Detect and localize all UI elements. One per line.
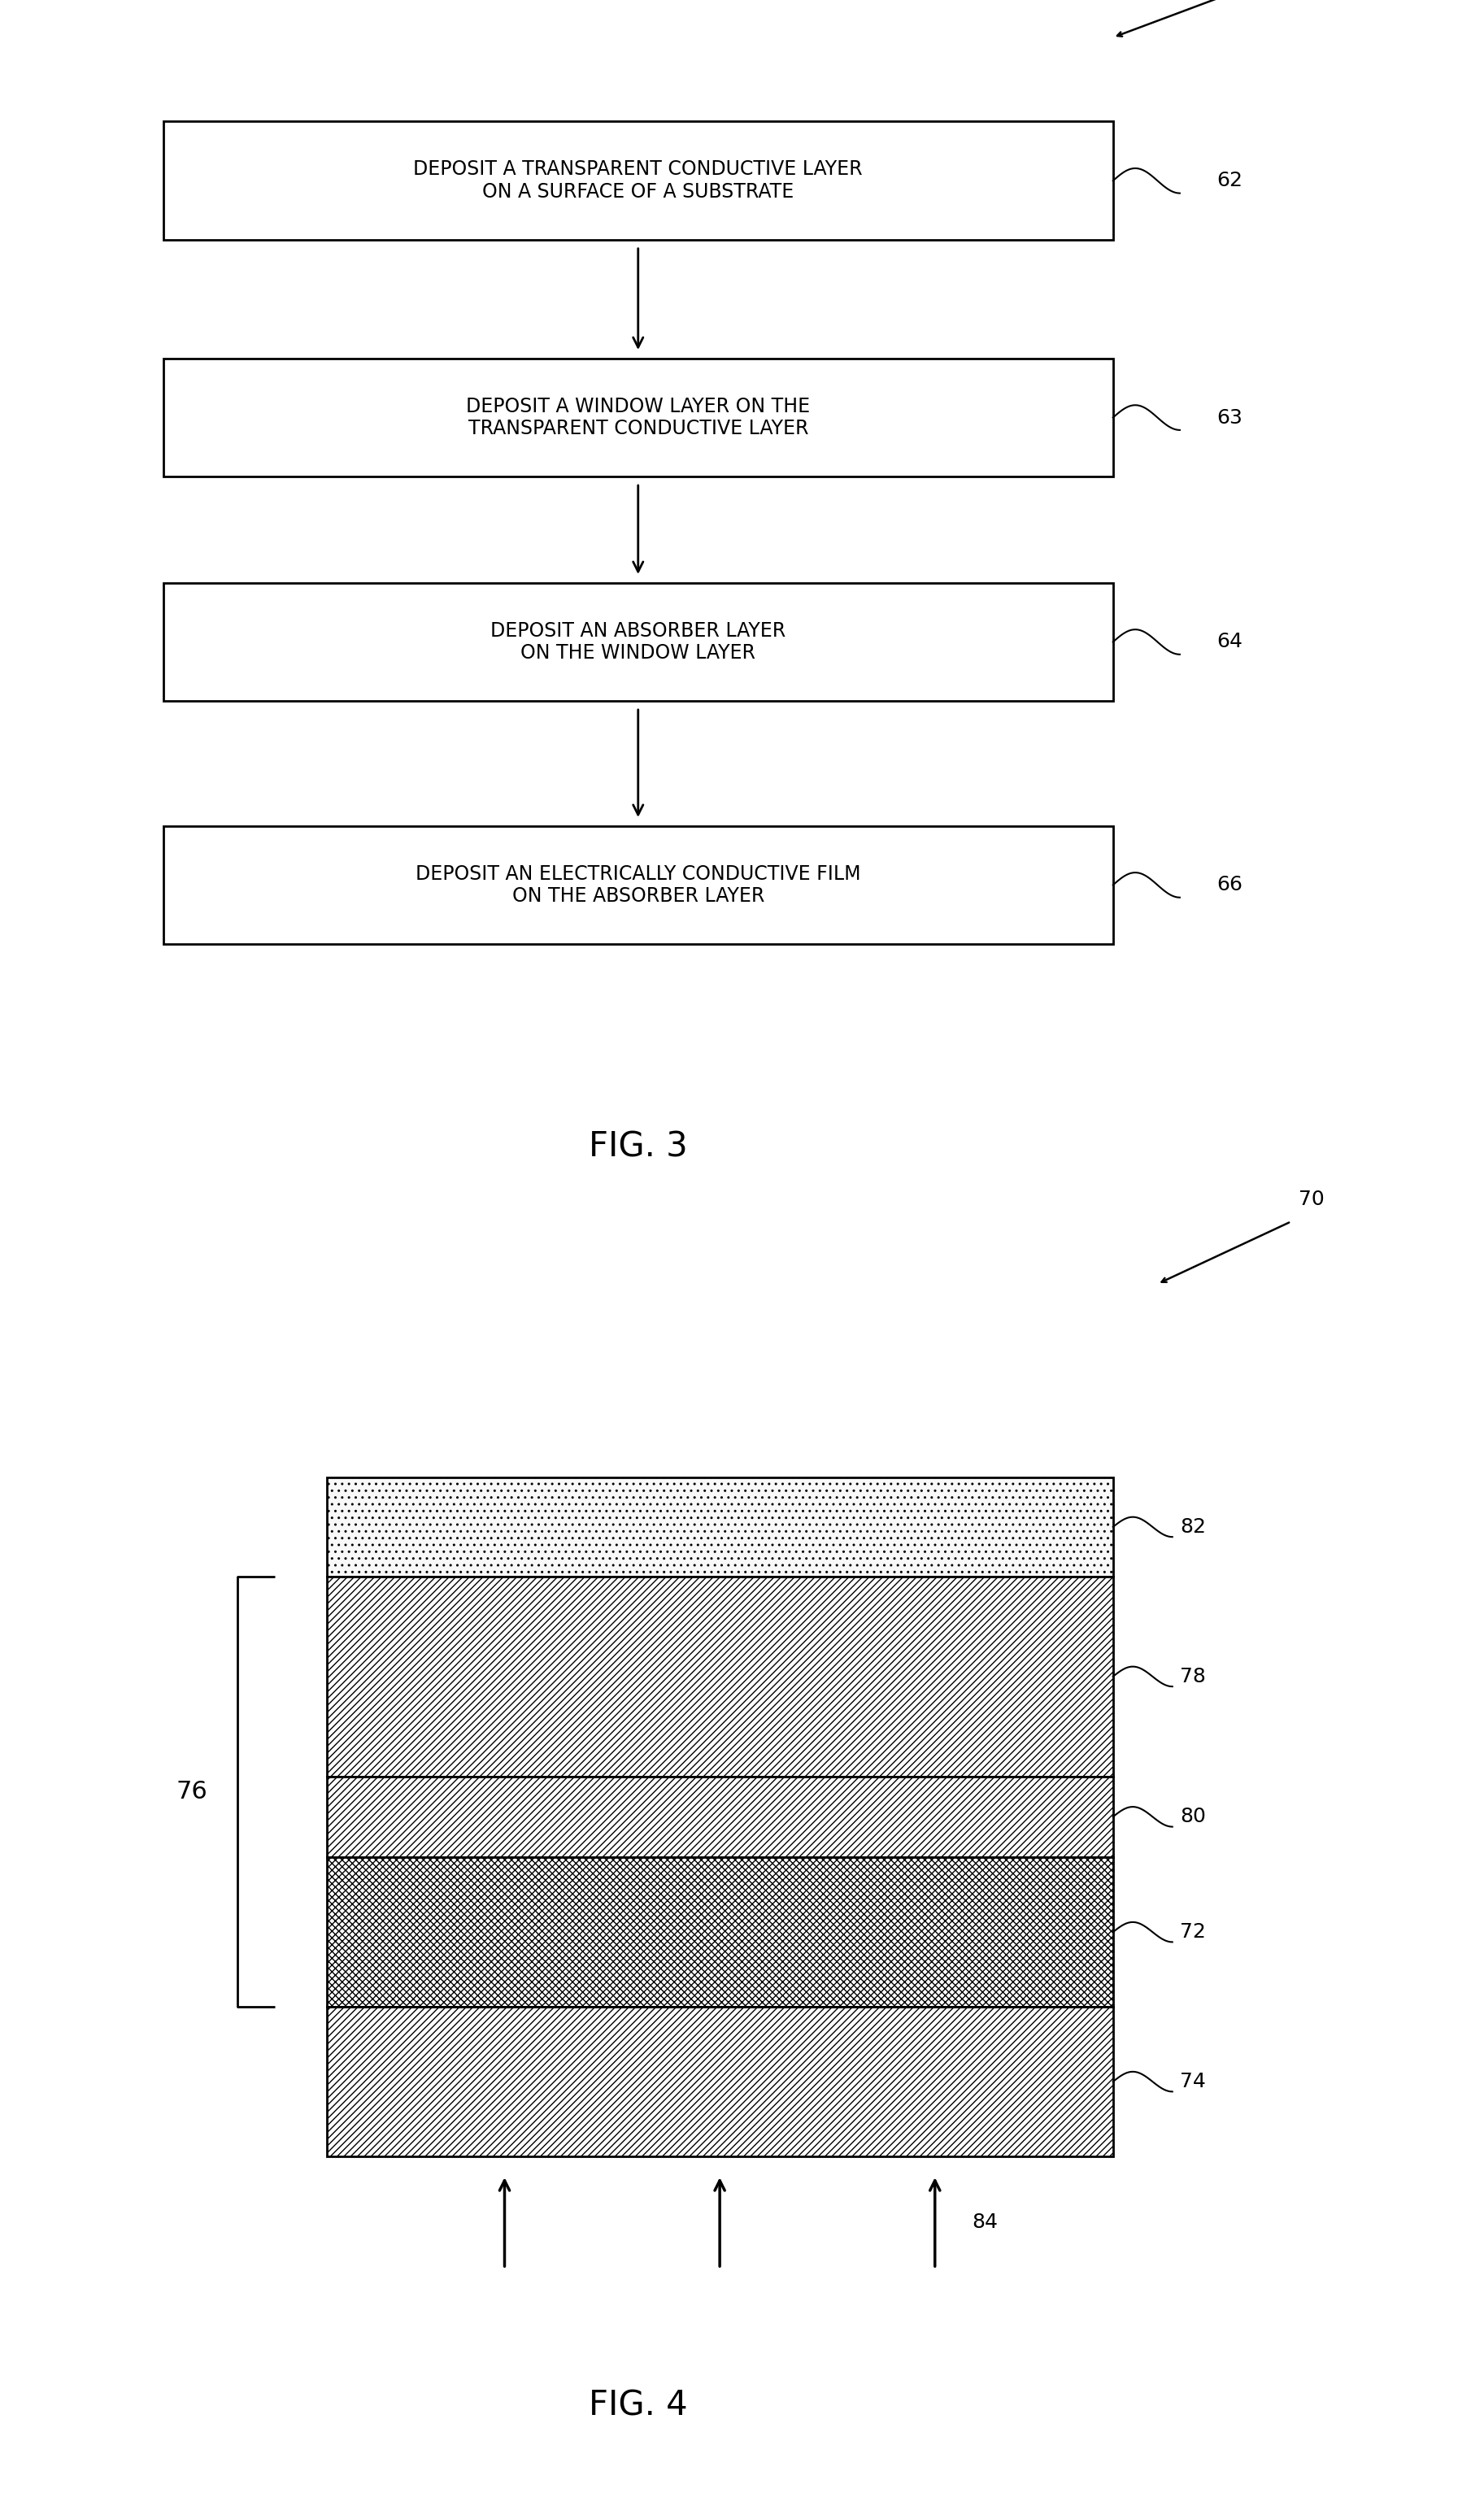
Text: 82: 82: [1180, 1518, 1206, 1536]
Text: 74: 74: [1180, 2072, 1205, 2092]
Text: 76: 76: [177, 1780, 208, 1802]
Text: 66: 66: [1217, 875, 1244, 895]
Bar: [163, 825, 1113, 945]
Text: 84: 84: [972, 2211, 999, 2231]
Text: 80: 80: [1180, 1807, 1205, 1827]
Text: FIG. 3: FIG. 3: [589, 1129, 687, 1164]
Bar: [163, 122, 1113, 239]
Bar: [326, 1578, 1113, 1775]
Bar: [326, 1857, 1113, 2007]
Text: 70: 70: [1298, 1189, 1324, 1209]
Text: DEPOSIT AN ELECTRICALLY CONDUCTIVE FILM
ON THE ABSORBER LAYER: DEPOSIT AN ELECTRICALLY CONDUCTIVE FILM …: [416, 865, 861, 905]
Bar: [163, 583, 1113, 701]
Bar: [326, 1775, 1113, 1857]
Text: DEPOSIT A WINDOW LAYER ON THE
TRANSPARENT CONDUCTIVE LAYER: DEPOSIT A WINDOW LAYER ON THE TRANSPAREN…: [466, 396, 810, 439]
Text: 63: 63: [1217, 409, 1242, 426]
Text: DEPOSIT AN ABSORBER LAYER
ON THE WINDOW LAYER: DEPOSIT AN ABSORBER LAYER ON THE WINDOW …: [490, 621, 787, 663]
Bar: [326, 1476, 1113, 1578]
Text: 64: 64: [1217, 633, 1244, 651]
Text: 72: 72: [1180, 1922, 1205, 1942]
Text: 62: 62: [1217, 172, 1244, 189]
Text: 78: 78: [1180, 1668, 1205, 1685]
Text: DEPOSIT A TRANSPARENT CONDUCTIVE LAYER
ON A SURFACE OF A SUBSTRATE: DEPOSIT A TRANSPARENT CONDUCTIVE LAYER O…: [414, 160, 862, 202]
Bar: [163, 359, 1113, 476]
Bar: [326, 2007, 1113, 2156]
Text: FIG. 4: FIG. 4: [589, 2388, 687, 2423]
